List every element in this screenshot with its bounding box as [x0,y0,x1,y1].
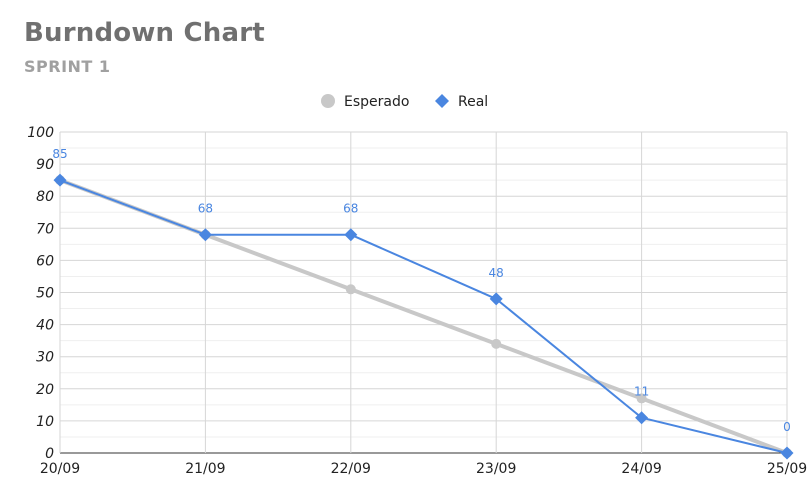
legend-label-esperado[interactable]: Esperado [344,94,409,110]
data-point-real [635,411,649,425]
x-tick-label: 21/09 [185,461,225,477]
data-label: 68 [343,202,358,216]
legend-marker-real[interactable] [435,94,449,108]
data-label: 85 [52,147,67,161]
x-tick-label: 20/09 [40,461,80,477]
x-tick-label: 25/09 [767,461,807,477]
data-point-real [344,228,358,242]
y-tick-label: 10 [36,414,54,430]
y-tick-label: 50 [36,286,54,302]
series-line-real [59,179,788,454]
x-tick-label: 24/09 [621,461,661,477]
data-point-real [780,446,794,460]
y-tick-label: 0 [45,446,54,462]
data-point-esperado [345,284,356,295]
data-point-real [489,292,503,306]
data-point-real [53,173,67,187]
legend-marker-esperado[interactable] [321,94,335,108]
y-tick-label: 60 [36,253,54,269]
y-tick-label: 40 [36,318,54,334]
chart-subtitle: SPRINT 1 [24,57,111,76]
chart-title: Burndown Chart [24,18,265,48]
y-tick-label: 20 [36,382,54,398]
y-tick-label: 80 [36,189,54,205]
data-point-real [198,228,212,242]
data-label: 68 [198,202,213,216]
y-tick-label: 90 [36,157,54,173]
x-tick-label: 23/09 [476,461,516,477]
x-tick-label: 22/09 [331,461,371,477]
legend-label-real[interactable]: Real [458,94,488,110]
y-tick-label: 70 [36,221,54,237]
data-label: 11 [634,385,649,399]
y-tick-label: 30 [36,350,54,366]
data-point-esperado [636,393,647,404]
data-point-esperado [491,338,502,349]
y-tick-label: 100 [27,125,54,141]
data-label: 0 [783,420,791,434]
data-label: 48 [489,266,504,280]
